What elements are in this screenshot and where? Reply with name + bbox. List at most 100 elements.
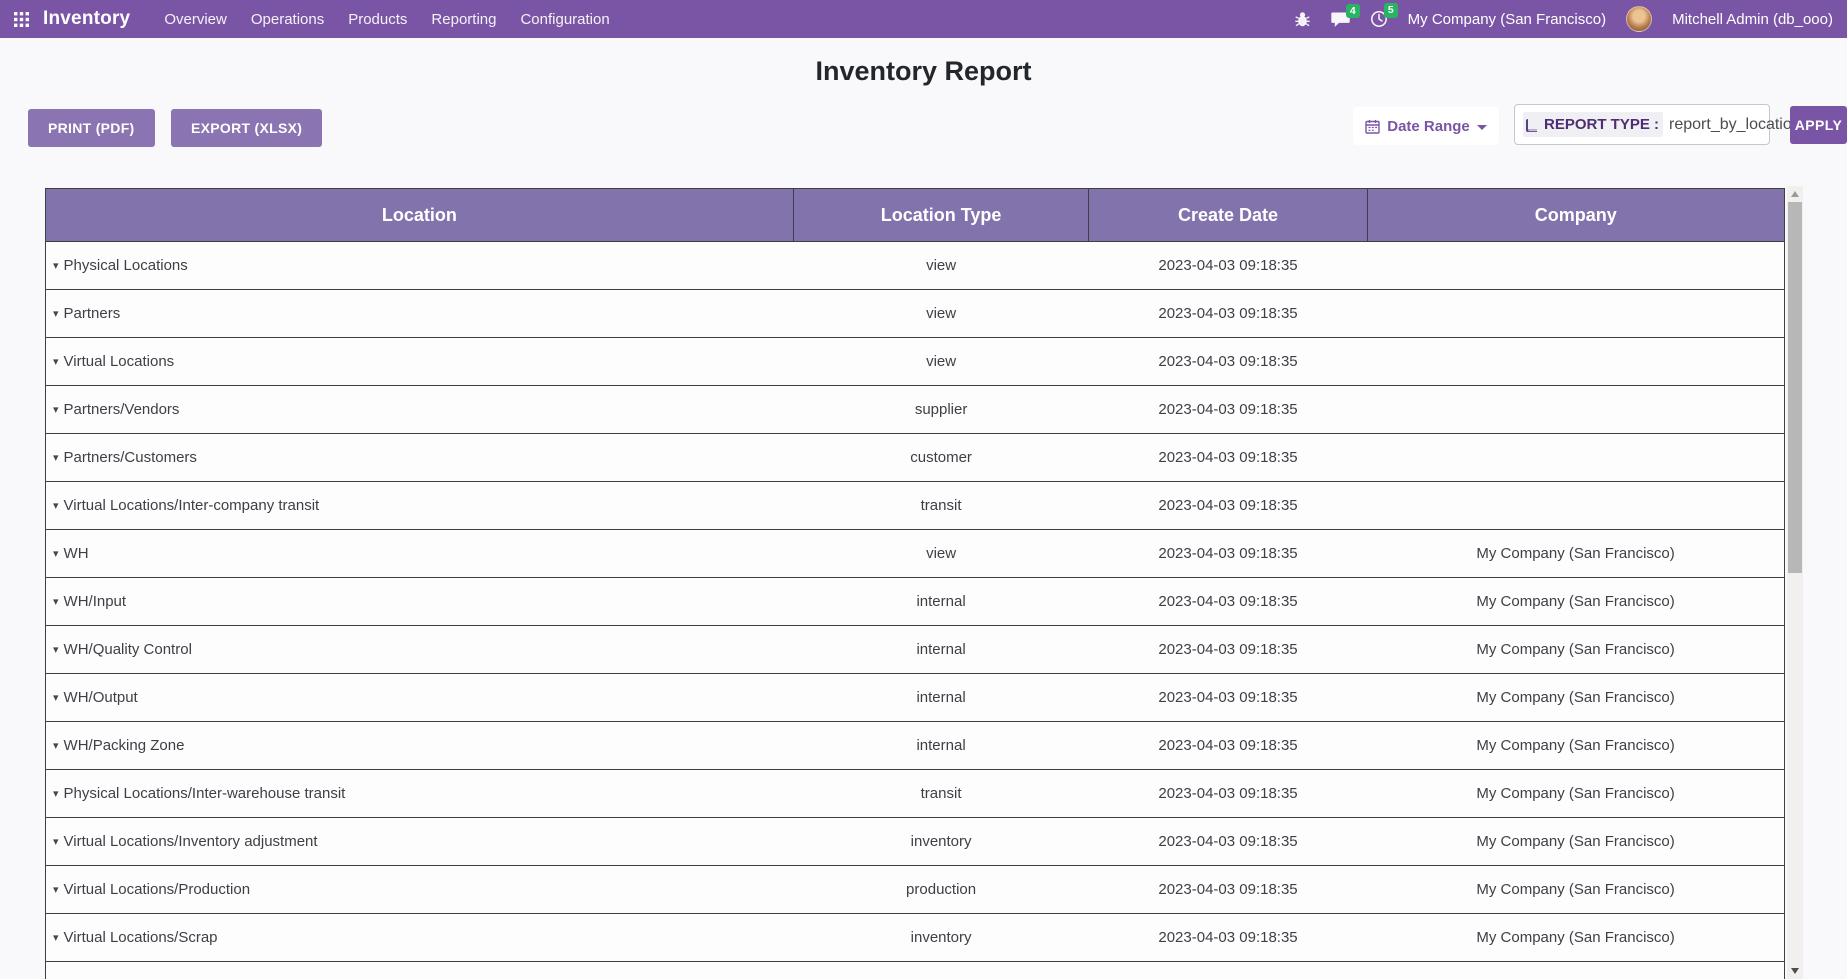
create-date-cell: 2023-04-03 09:18:35 [1088, 865, 1368, 914]
location-cell: WH/Packing Zone [63, 737, 185, 754]
scrollbar-thumb[interactable] [1788, 202, 1802, 573]
activities-clock-icon[interactable]: 5 [1370, 3, 1398, 28]
debug-bug-icon[interactable] [1294, 11, 1311, 28]
location-type-cell: view [793, 289, 1089, 338]
create-date-cell: 2023-04-03 09:18:35 [1088, 913, 1368, 962]
table-row[interactable]: ▾ Partners/Vendors supplier 2023-04-03 09… [45, 385, 1785, 434]
company-cell [1367, 241, 1785, 290]
create-date-cell: 2023-04-03 09:18:35 [1088, 289, 1368, 338]
apps-grid-icon[interactable] [14, 11, 29, 27]
table-row[interactable]: ▾ Virtual Locations/Scrap inventory 2023-… [45, 913, 1785, 962]
row-collapse-icon[interactable]: ▾ [53, 596, 59, 608]
table-row[interactable]: ▾ Physical Locations view 2023-04-03 09:1… [45, 241, 1785, 290]
create-date-cell: 2023-04-03 09:18:35 [1088, 385, 1368, 434]
table-row[interactable]: ▾ Virtual Locations/Production production… [45, 865, 1785, 914]
app-brand[interactable]: Inventory [43, 8, 131, 29]
table-row[interactable]: ▾ WH view 2023-04-03 09:18:35 My Company … [45, 529, 1785, 578]
row-collapse-icon[interactable]: ▾ [53, 404, 59, 416]
messages-icon[interactable]: 4 [1330, 3, 1360, 28]
create-date-cell: 2023-04-03 09:18:35 [1088, 433, 1368, 482]
book-icon [1525, 118, 1539, 132]
menu-item-configuration[interactable]: Configuration [520, 10, 610, 28]
row-collapse-icon[interactable]: ▾ [53, 692, 59, 704]
location-type-cell: customer [793, 433, 1089, 482]
row-collapse-icon[interactable]: ▾ [53, 740, 59, 752]
row-collapse-icon[interactable]: ▾ [53, 260, 59, 272]
company-cell: My Company (San Francisco) [1367, 577, 1785, 626]
table-row[interactable]: ▾ Partners/Customers customer 2023-04-03 … [45, 433, 1785, 482]
create-date-cell: 2023-04-03 09:18:35 [1088, 625, 1368, 674]
location-cell: WH/Input [63, 593, 127, 610]
company-cell [1367, 289, 1785, 338]
company-cell: My Company (San Francisco) [1367, 817, 1785, 866]
menu-item-operations[interactable]: Operations [250, 10, 325, 28]
create-date-cell: 2023-04-03 09:18:35 [1088, 769, 1368, 818]
vertical-scrollbar[interactable] [1787, 186, 1803, 979]
print-pdf-button[interactable]: PRINT (PDF) [28, 109, 155, 147]
company-cell: My Company (San Francisco) [1367, 529, 1785, 578]
create-date-cell: 2023-04-03 09:18:35 [1088, 673, 1368, 722]
company-cell [1367, 433, 1785, 482]
location-cell: WH/Quality Control [63, 641, 192, 658]
apply-button[interactable]: APPLY [1790, 106, 1847, 144]
page-title: Inventory Report [815, 56, 1032, 86]
table-row[interactable]: ▾ WH/Quality Control internal 2023-04-03 … [45, 625, 1785, 674]
date-range-label: Date Range [1387, 117, 1470, 135]
company-cell [1367, 385, 1785, 434]
row-collapse-icon[interactable]: ▾ [53, 932, 59, 944]
table-row[interactable] [45, 961, 1785, 979]
create-date-cell [1088, 961, 1368, 979]
table-header-row: Location Location Type Create Date Compa… [45, 188, 1785, 242]
report-type-filter[interactable]: REPORT TYPE : report_by_location [1514, 104, 1801, 145]
report-type-label: REPORT TYPE : [1544, 116, 1660, 133]
column-header-location-type[interactable]: Location Type [792, 188, 1090, 242]
company-cell: My Company (San Francisco) [1367, 769, 1785, 818]
create-date-cell: 2023-04-03 09:18:35 [1088, 721, 1368, 770]
scroll-up-arrow-icon[interactable] [1787, 186, 1803, 202]
location-type-cell: internal [793, 577, 1089, 626]
report-table: Location Location Type Create Date Compa… [45, 188, 1785, 979]
column-header-company[interactable]: Company [1366, 188, 1785, 242]
report-table-container: Location Location Type Create Date Compa… [45, 188, 1785, 979]
row-collapse-icon[interactable]: ▾ [53, 644, 59, 656]
row-collapse-icon[interactable]: ▾ [53, 788, 59, 800]
location-cell: Virtual Locations/Scrap [63, 929, 218, 946]
location-type-cell: internal [793, 673, 1089, 722]
location-cell: Physical Locations/Inter-warehouse trans… [63, 785, 346, 802]
row-collapse-icon[interactable]: ▾ [53, 308, 59, 320]
row-collapse-icon[interactable]: ▾ [53, 500, 59, 512]
location-cell: Virtual Locations/Inventory adjustment [63, 833, 318, 850]
create-date-cell: 2023-04-03 09:18:35 [1088, 481, 1368, 530]
column-header-create-date[interactable]: Create Date [1088, 188, 1368, 242]
user-avatar[interactable] [1626, 6, 1653, 32]
company-cell [1367, 961, 1785, 979]
location-type-cell: inventory [793, 817, 1089, 866]
scroll-down-arrow-icon[interactable] [1787, 963, 1803, 979]
calendar-icon [1365, 119, 1380, 134]
table-row[interactable]: ▾ Partners view 2023-04-03 09:18:35 [45, 289, 1785, 338]
report-type-value: report_by_location [1669, 115, 1801, 133]
table-row[interactable]: ▾ WH/Output internal 2023-04-03 09:18:35 … [45, 673, 1785, 722]
date-range-dropdown[interactable]: Date Range [1353, 107, 1499, 145]
menu-item-overview[interactable]: Overview [164, 10, 227, 28]
row-collapse-icon[interactable]: ▾ [53, 452, 59, 464]
report-table-body: ▾ Physical Locations view 2023-04-03 09:1… [45, 241, 1785, 979]
menu-item-reporting[interactable]: Reporting [431, 10, 497, 28]
row-collapse-icon[interactable]: ▾ [53, 548, 59, 560]
user-menu[interactable]: Mitchell Admin (db_ooo) [1672, 10, 1833, 28]
messages-count-badge: 4 [1345, 3, 1360, 18]
table-row[interactable]: ▾ Physical Locations/Inter-warehouse tran… [45, 769, 1785, 818]
company-switcher[interactable]: My Company (San Francisco) [1407, 10, 1607, 28]
create-date-cell: 2023-04-03 09:18:35 [1088, 337, 1368, 386]
menu-item-products[interactable]: Products [348, 10, 408, 28]
table-row[interactable]: ▾ WH/Packing Zone internal 2023-04-03 09:… [45, 721, 1785, 770]
row-collapse-icon[interactable]: ▾ [53, 356, 59, 368]
row-collapse-icon[interactable]: ▾ [53, 884, 59, 896]
column-header-location[interactable]: Location [45, 188, 794, 242]
row-collapse-icon[interactable]: ▾ [53, 836, 59, 848]
table-row[interactable]: ▾ Virtual Locations/Inter-company transit… [45, 481, 1785, 530]
table-row[interactable]: ▾ WH/Input internal 2023-04-03 09:18:35 M… [45, 577, 1785, 626]
table-row[interactable]: ▾ Virtual Locations view 2023-04-03 09:18… [45, 337, 1785, 386]
export-xlsx-button[interactable]: EXPORT (XLSX) [171, 109, 323, 147]
table-row[interactable]: ▾ Virtual Locations/Inventory adjustment … [45, 817, 1785, 866]
